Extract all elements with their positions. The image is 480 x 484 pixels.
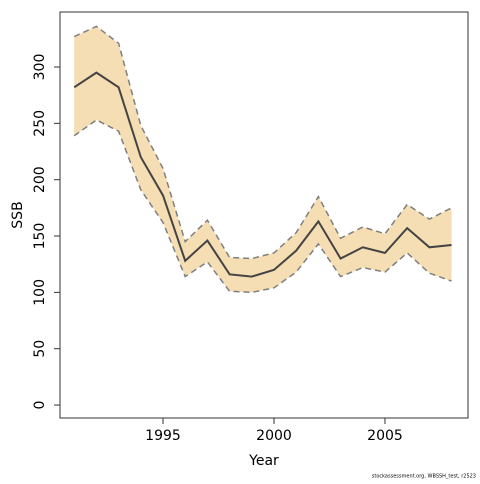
- y-tick-label: 200: [32, 166, 48, 193]
- x-tick-label: 1995: [145, 428, 181, 444]
- y-tick-label: 250: [32, 110, 48, 137]
- ssb-line: [73, 71, 452, 278]
- y-tick-label: 300: [32, 54, 48, 81]
- y-tick-label: 50: [32, 340, 48, 358]
- plot-frame: [59, 11, 469, 419]
- x-tick-label: 2005: [367, 428, 403, 444]
- lower-bound: [73, 119, 452, 294]
- footnote: stockassessment.org, WBSSH_test, r2523: [372, 474, 476, 480]
- x-axis-label: Year: [248, 453, 279, 469]
- upper-bound: [73, 25, 452, 260]
- x-tick-label: 2000: [256, 428, 292, 444]
- y-tick-label: 150: [32, 223, 48, 250]
- confidence-band: [74, 26, 452, 293]
- y-tick-label: 100: [32, 279, 48, 306]
- y-axis-label: SSB: [10, 201, 26, 228]
- y-tick-label: 0: [32, 401, 48, 410]
